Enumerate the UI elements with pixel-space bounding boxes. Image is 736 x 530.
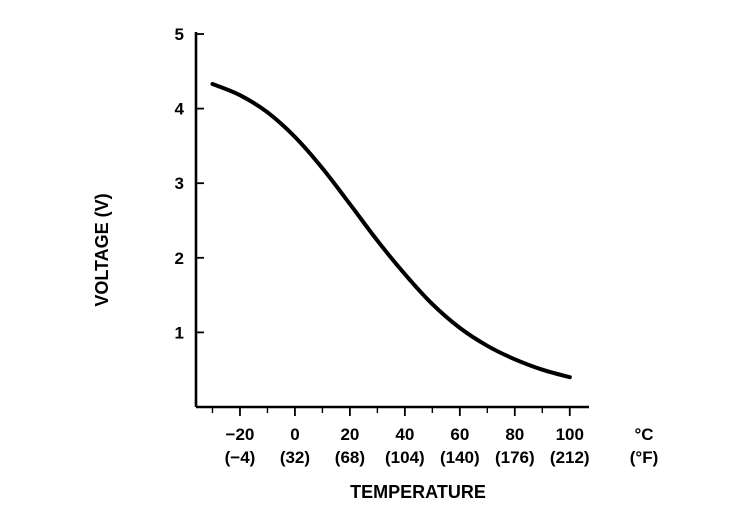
x-tick-label: 80 [505,425,524,444]
x-tick-sublabel: (140) [440,448,480,467]
x-ticks: −20 (−4) 0 (32) 20 (68) 40 (104) 60 (140) 80 (176) 1… [211,407,590,467]
x-tick-sublabel: (212) [550,448,590,467]
x-tick-label: 20 [340,425,359,444]
x-unit-celsius: °C [634,425,653,444]
x-tick-label: 60 [450,425,469,444]
y-tick-label: 5 [175,25,184,44]
x-tick-sublabel: (68) [335,448,365,467]
y-tick-label: 1 [175,323,184,342]
y-axis-title: VOLTAGE (V) [92,193,112,306]
x-axis-title: TEMPERATURE [350,482,486,502]
y-ticks: 1 2 3 4 5 [175,25,204,342]
x-tick-label: −20 [226,425,255,444]
x-tick-label: 100 [556,425,584,444]
y-tick-label: 4 [175,100,185,119]
axes [194,32,589,409]
x-tick-sublabel: (32) [280,448,310,467]
x-unit-fahrenheit: (°F) [630,448,659,467]
voltage-curve [210,82,572,380]
x-tick-label: 0 [290,425,299,444]
x-tick-sublabel: (−4) [225,448,256,467]
x-tick-sublabel: (104) [385,448,425,467]
y-tick-label: 3 [175,174,184,193]
y-tick-label: 2 [175,249,184,268]
x-tick-sublabel: (176) [495,448,535,467]
x-tick-label: 40 [395,425,414,444]
